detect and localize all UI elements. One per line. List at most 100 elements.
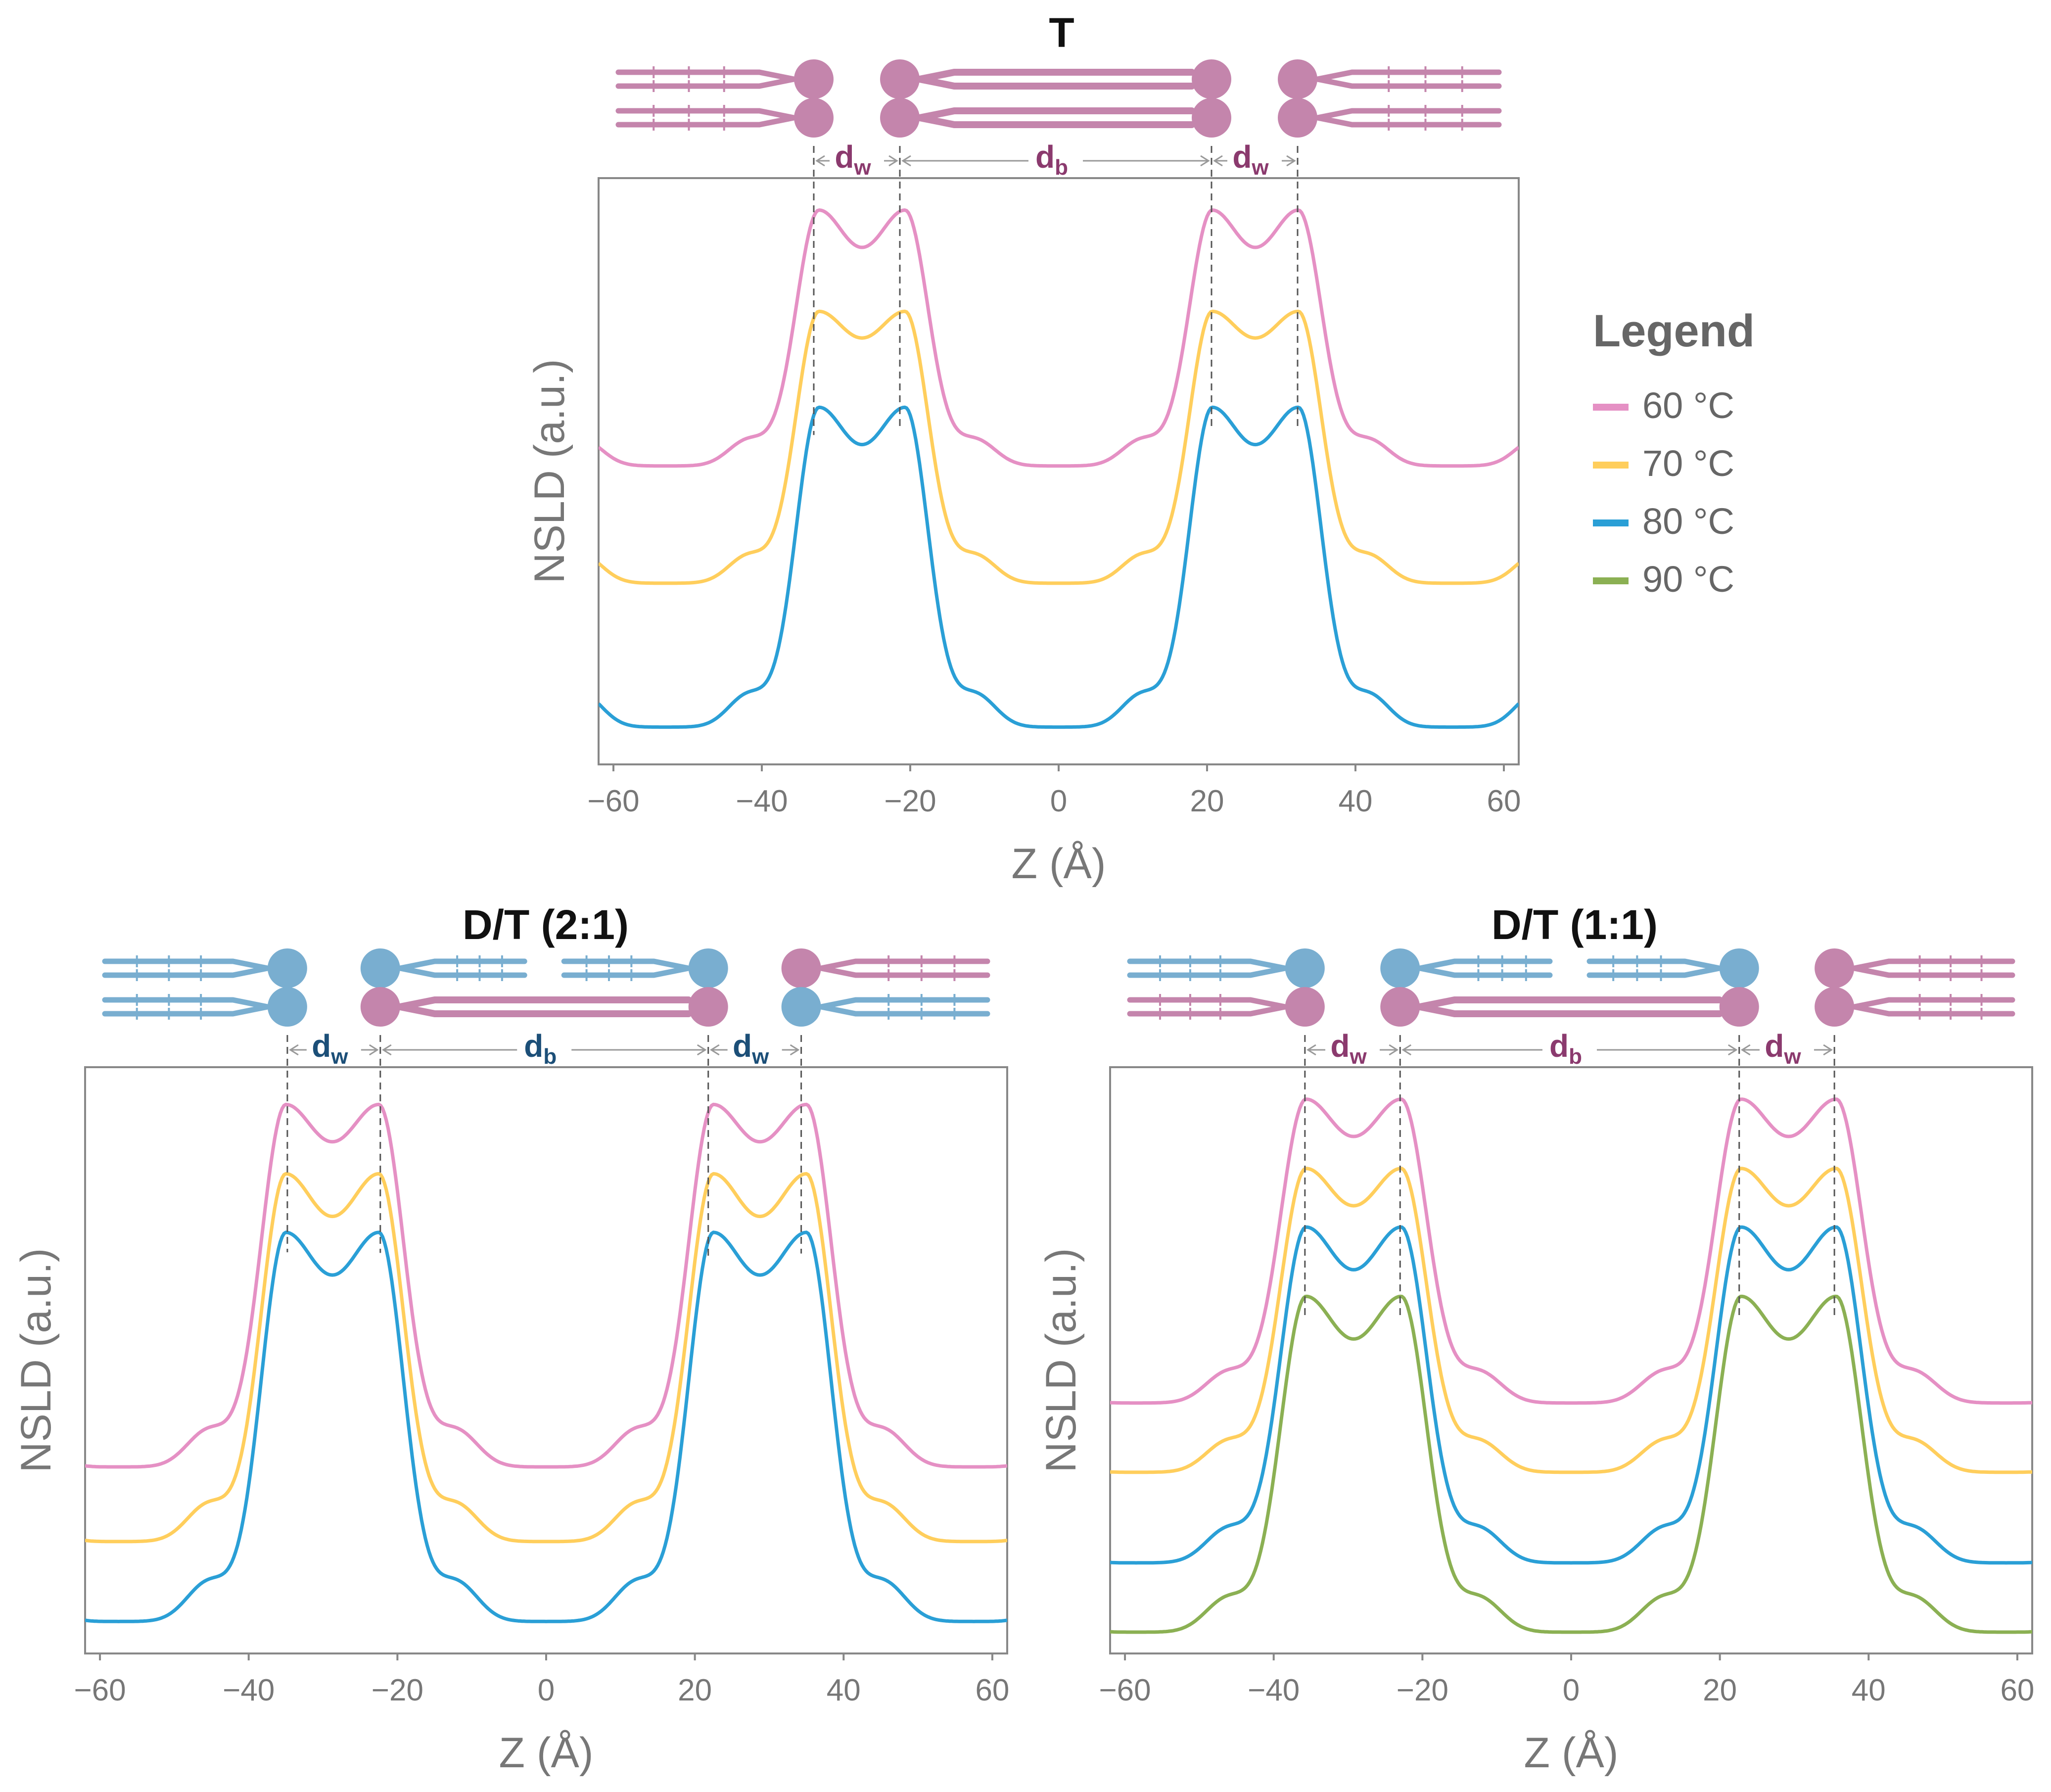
dim-label-sub: b [543, 1044, 557, 1069]
lipid-tail [916, 107, 1195, 121]
lipid-tail [1314, 69, 1502, 82]
molecule-cartoon [615, 59, 1502, 138]
x-tick-label: 60 [1487, 784, 1521, 818]
chart-panel-1: −60 −40 −20 0 20 40 60 Z (Å) NSLD (a.u.) D/T (2:1… [12, 901, 1009, 1777]
y-axis-label: NSLD (a.u.) [12, 1248, 60, 1472]
lipid-head [1285, 987, 1325, 1027]
x-tick-label: −60 [587, 784, 639, 818]
series-line-90c [1110, 1294, 2032, 1634]
lipid-tail [818, 958, 990, 971]
dim-label-bg [1028, 135, 1083, 170]
lipid-head [267, 948, 307, 988]
lipid-tail [615, 76, 797, 89]
x-tick-label: 40 [827, 1673, 861, 1707]
lipid-tail [1586, 965, 1723, 978]
lipid-head [781, 987, 821, 1027]
dim-arrowhead [1401, 1044, 1412, 1056]
lipid-tail [1851, 965, 2015, 978]
chart-panel-2: −60 −40 −20 0 20 40 60 Z (Å) NSLD (a.u.) D/T (1:1… [1037, 901, 2034, 1777]
dim-label-bg [727, 1024, 782, 1059]
lipid-head [1815, 987, 1855, 1027]
lipid-head [1192, 98, 1231, 138]
plot-frame [84, 1066, 1008, 1654]
lipid-tail [1127, 958, 1288, 971]
lipid-tail [1416, 1003, 1723, 1017]
dim-label-sub: b [1055, 155, 1068, 180]
x-axis-label: Z (Å) [1524, 1729, 1618, 1777]
lipid-tail [102, 997, 271, 1010]
dim-arrowhead [1213, 155, 1223, 167]
lipid-head [688, 987, 728, 1027]
legend: Legend 60 °C 70 °C 80 °C 90 °C [1593, 306, 1755, 600]
lipid-tail [396, 996, 692, 1010]
dim-arrowhead [888, 155, 898, 167]
lipid-tail [916, 76, 1195, 90]
lipid-head [880, 98, 920, 138]
lipid-tail [1586, 958, 1723, 971]
x-tick-label: 60 [2000, 1673, 2034, 1707]
dim-label-bg [1227, 135, 1282, 170]
lipid-tail [1127, 997, 1288, 1010]
x-tick-label: 20 [1703, 1673, 1737, 1707]
dim-arrowhead [1740, 1044, 1751, 1056]
lipid-head [1719, 987, 1759, 1027]
lipid-tail [1417, 965, 1553, 978]
series-group [1110, 1097, 2032, 1634]
lipid-tail [1314, 76, 1502, 89]
series-group [85, 1102, 1007, 1623]
lipid-tail [397, 965, 527, 978]
dim-label-bg [1759, 1024, 1814, 1059]
dim-arrowhead [1823, 1044, 1833, 1056]
legend-label: 60 °C [1642, 385, 1734, 426]
series-line-80c [599, 405, 1519, 729]
lipid-tail [818, 1004, 990, 1017]
series-line-60c [85, 1102, 1007, 1469]
lipid-tail [818, 965, 990, 978]
dim-label-bg [517, 1024, 572, 1059]
dim-label-db: db [1035, 139, 1068, 180]
lipid-tail [1314, 115, 1502, 128]
dim-label-sub: w [1251, 155, 1269, 180]
x-tick-label: 40 [1339, 784, 1373, 818]
x-tick-label: −20 [884, 784, 936, 818]
y-axis-label: NSLD (a.u.) [1037, 1248, 1085, 1472]
dim-arrowhead [901, 155, 911, 167]
dim-arrowhead [1306, 1044, 1316, 1056]
x-axis-label: Z (Å) [499, 1729, 593, 1777]
lipid-tail [102, 965, 271, 978]
x-tick-label: −40 [736, 784, 788, 818]
dim-label-db: db [1549, 1028, 1582, 1069]
lipid-tail [818, 997, 990, 1010]
dim-arrowhead [1200, 155, 1210, 167]
x-tick-label: −60 [74, 1673, 126, 1707]
dim-label-sub: w [1783, 1044, 1801, 1069]
lipid-tail [615, 108, 797, 121]
chart-title: D/T (2:1) [463, 901, 629, 948]
dim-arrowhead [289, 1044, 299, 1056]
lipid-tail [1314, 108, 1502, 121]
series-line-70c [599, 309, 1519, 585]
series-line-60c [1110, 1097, 2032, 1405]
lipid-tail [1127, 1004, 1288, 1017]
lipid-head [1278, 98, 1317, 138]
x-tick-label: −40 [1248, 1673, 1300, 1707]
lipid-head [794, 59, 834, 99]
lipid-head [1380, 948, 1420, 988]
dim-label-bg [1325, 1024, 1380, 1059]
dim-arrowhead [1389, 1044, 1399, 1056]
lipid-head [1278, 59, 1317, 99]
x-tick-label: 0 [1050, 784, 1067, 818]
series-line-70c [85, 1172, 1007, 1544]
dim-arrowhead [369, 1044, 379, 1056]
lipid-head [688, 948, 728, 988]
lipid-head [794, 98, 834, 138]
chart-title: T [1049, 9, 1074, 56]
series-group [599, 208, 1519, 729]
dim-label-dw-left: dw [1330, 1028, 1367, 1069]
lipid-head [267, 987, 307, 1027]
lipid-tail [102, 1004, 271, 1017]
lipid-head [880, 59, 920, 99]
lipid-head [1285, 948, 1325, 988]
lipid-head [360, 987, 400, 1027]
dim-label-sub: w [853, 155, 871, 180]
